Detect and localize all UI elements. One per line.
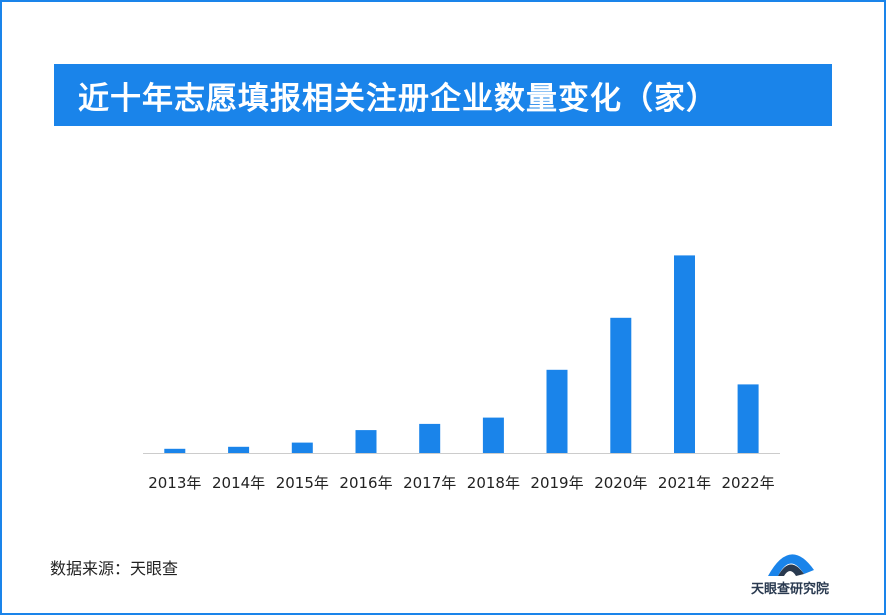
title-banner: 近十年志愿填报相关注册企业数量变化（家）: [54, 64, 832, 126]
x-tick-label: 2019年: [530, 474, 583, 492]
bar-9: [737, 384, 759, 453]
logo-text: 天眼查研究院: [750, 582, 829, 597]
x-tick-label: 2013年: [148, 474, 201, 492]
bar-5: [482, 417, 504, 453]
bar-0: [164, 448, 186, 453]
bar-7: [610, 317, 632, 453]
data-source-note: 数据来源：天眼查: [50, 559, 179, 578]
x-tick-label: 2022年: [722, 474, 775, 492]
logo: 天眼查研究院: [738, 530, 842, 600]
x-tick-label: 2020年: [594, 474, 647, 492]
bar-8: [674, 255, 695, 453]
x-tick-label: 2017年: [403, 474, 456, 492]
bar-1: [228, 446, 250, 453]
bar-6: [546, 369, 568, 453]
bar-3: [355, 430, 377, 453]
x-tick-label: 2014年: [212, 474, 265, 492]
x-tick-label: 2018年: [467, 474, 520, 492]
bar-4: [419, 423, 441, 453]
chart-title: 近十年志愿填报相关注册企业数量变化（家）: [78, 80, 718, 117]
bar-2: [291, 442, 313, 453]
x-tick-label: 2021年: [658, 474, 711, 492]
logo-icon: [768, 554, 814, 576]
x-tick-label: 2015年: [276, 474, 329, 492]
x-tick-label: 2016年: [339, 474, 392, 492]
